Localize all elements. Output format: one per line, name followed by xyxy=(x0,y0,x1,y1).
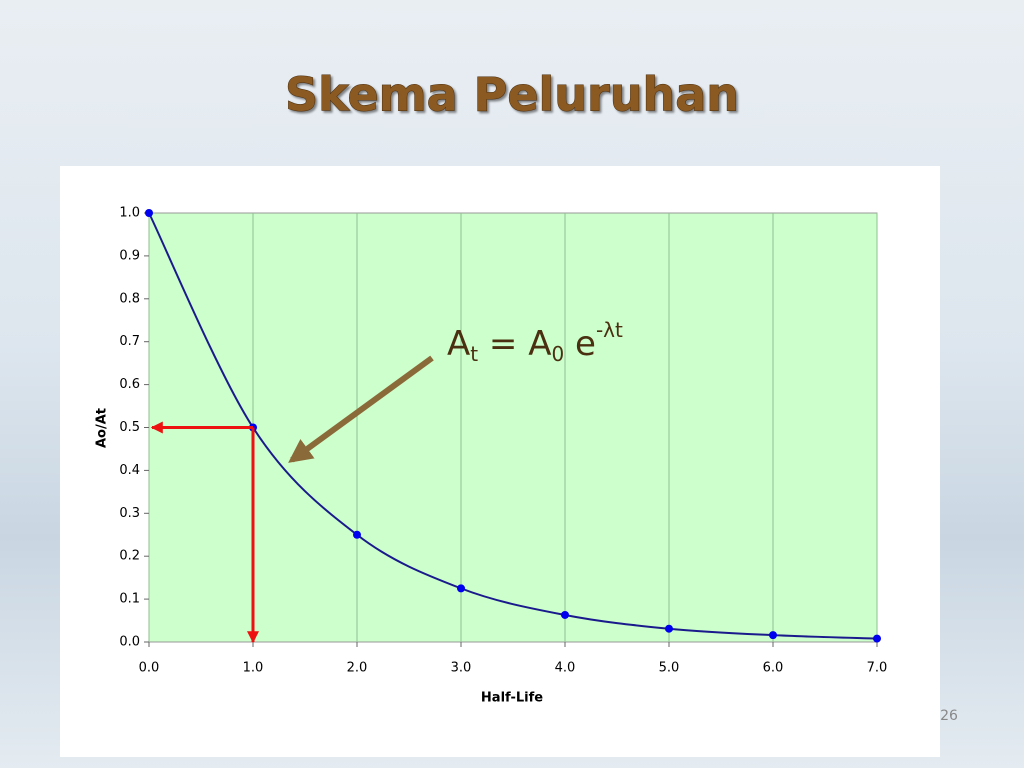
series-line xyxy=(148,212,878,640)
x-tick-label: 0.0 xyxy=(139,661,160,676)
y-tick-label: 0.6 xyxy=(119,377,140,392)
data-point xyxy=(457,584,465,593)
data-point xyxy=(353,530,361,539)
equation: At = A0 e-λt xyxy=(447,318,623,366)
y-tick-label: 0.1 xyxy=(119,592,140,607)
equation-part: = A xyxy=(478,324,551,364)
y-tick-label: 0.4 xyxy=(119,463,140,478)
data-point xyxy=(145,209,153,217)
y-tick-label: 0.5 xyxy=(119,420,140,435)
y-tick-label: 0.7 xyxy=(119,334,140,349)
equation-part: -λt xyxy=(596,318,623,342)
equation-part: 0 xyxy=(551,342,564,366)
plot-area xyxy=(148,212,878,643)
y-tick-label: 1.0 xyxy=(119,206,140,221)
slide-number: 26 xyxy=(940,708,958,724)
x-tick-label: 5.0 xyxy=(659,661,680,676)
y-tick-label: 0.3 xyxy=(119,506,140,521)
x-tick-label: 7.0 xyxy=(867,661,888,676)
y-tick-label: 0.9 xyxy=(119,248,140,263)
x-axis-label: Half-Life xyxy=(481,691,543,706)
x-tick-label: 6.0 xyxy=(763,661,784,676)
x-tick-label: 1.0 xyxy=(243,661,264,676)
x-tick-label: 2.0 xyxy=(347,661,368,676)
y-axis-label: Ao/At xyxy=(95,408,110,448)
equation-part: e xyxy=(564,324,596,364)
data-point xyxy=(665,624,673,633)
equation-part: A xyxy=(447,324,470,364)
y-tick-label: 0.8 xyxy=(119,291,140,306)
annotation-arrow xyxy=(288,355,434,463)
y-tick-label: 0.2 xyxy=(119,549,140,564)
equation-part: t xyxy=(470,342,478,366)
data-point xyxy=(769,631,777,640)
slide-title: Skema Peluruhan xyxy=(285,68,739,122)
x-tick-label: 4.0 xyxy=(555,661,576,676)
data-point xyxy=(873,634,881,643)
data-point xyxy=(561,610,569,619)
x-tick-label: 3.0 xyxy=(451,661,472,676)
y-tick-label: 0.0 xyxy=(119,635,140,650)
